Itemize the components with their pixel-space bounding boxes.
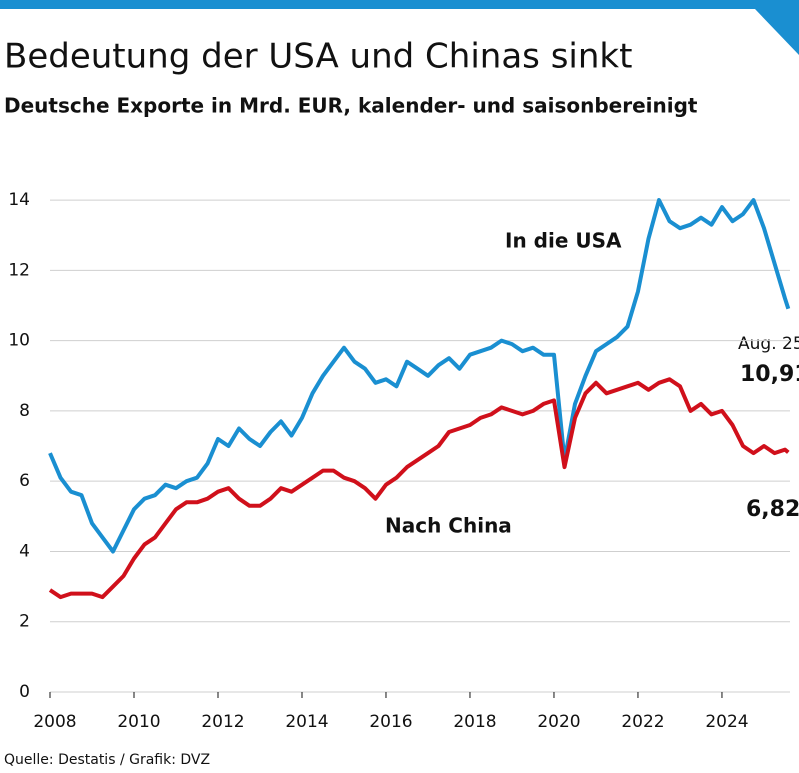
- series-label: Nach China: [385, 514, 512, 538]
- x-tick-label: 2010: [117, 712, 160, 732]
- y-tick-label: 12: [8, 260, 30, 280]
- x-tick-label: 2012: [201, 712, 244, 732]
- y-tick-label: 14: [8, 190, 30, 210]
- chart-subtitle: Deutsche Exporte in Mrd. EUR, kalender- …: [4, 94, 698, 118]
- corner-mark: [755, 9, 799, 55]
- y-tick-label: 10: [8, 331, 30, 351]
- y-tick-label: 8: [19, 401, 30, 421]
- source: Quelle: Destatis / Grafik: DVZ: [4, 752, 210, 768]
- x-tick-label: 2014: [285, 712, 328, 732]
- y-tick-label: 0: [19, 682, 30, 702]
- x-tick-label: 2020: [537, 712, 580, 732]
- top-bar: [0, 0, 799, 9]
- chart-title: Bedeutung der USA und Chinas sinkt: [4, 37, 632, 77]
- line-series: [48, 198, 791, 554]
- annotation: Aug. 25: [738, 334, 799, 354]
- series-label: In die USA: [505, 229, 622, 253]
- x-tick-label: 2018: [453, 712, 496, 732]
- value-label: 6,82: [746, 497, 799, 522]
- x-tick-label: 2016: [369, 712, 412, 732]
- y-tick-label: 6: [19, 471, 30, 491]
- line-series: [48, 377, 790, 600]
- value-label: 10,91: [740, 362, 799, 387]
- x-tick-label: 2022: [621, 712, 664, 732]
- y-tick-label: 4: [19, 541, 30, 561]
- x-tick-label: 2008: [33, 712, 76, 732]
- x-tick-label: 2024: [705, 712, 748, 732]
- y-tick-label: 2: [19, 612, 30, 632]
